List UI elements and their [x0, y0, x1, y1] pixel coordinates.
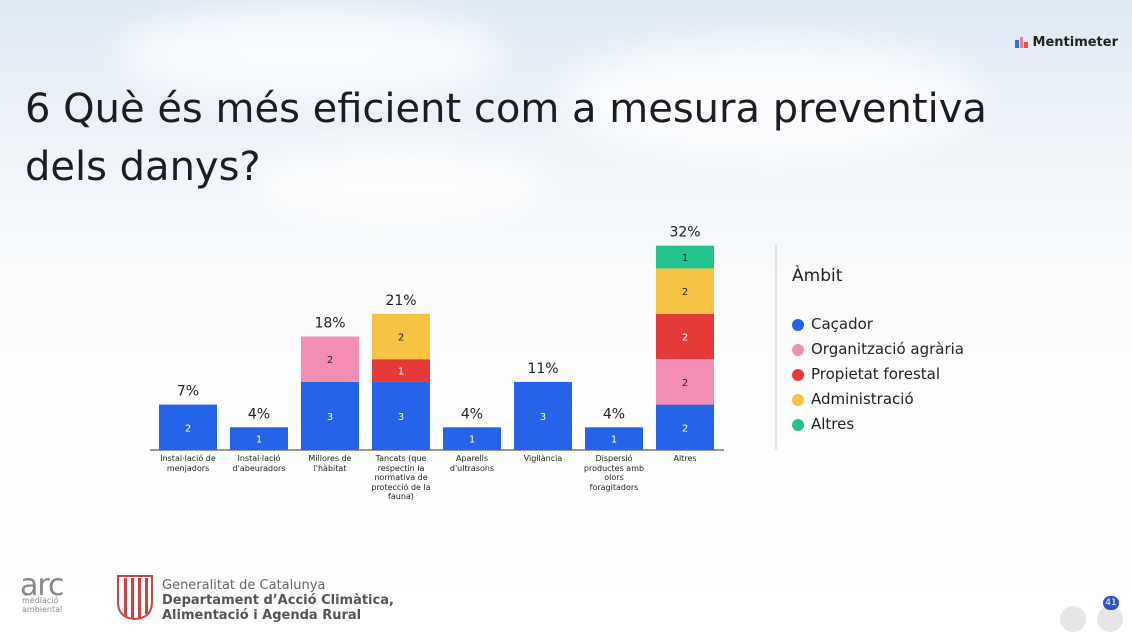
- segment-label: 1: [398, 367, 404, 378]
- segment-label: 2: [682, 287, 688, 298]
- like-button[interactable]: [1060, 606, 1086, 632]
- x-tick-label: Instal·lació d'abeuradors: [228, 454, 290, 473]
- legend-title: Àmbit: [792, 266, 842, 286]
- org-text: Generalitat de Catalunya Departament d’A…: [162, 578, 462, 623]
- legend-marker: [792, 369, 804, 381]
- total-label: 21%: [385, 293, 416, 309]
- total-label: 32%: [669, 225, 700, 241]
- legend-marker: [792, 394, 804, 406]
- total-label: 11%: [527, 361, 558, 377]
- x-tick-label: Dispersió productes amb olors foragitado…: [583, 454, 645, 492]
- x-tick-label: Altres: [654, 454, 716, 464]
- segment-label: 3: [327, 412, 333, 423]
- segment-label: 2: [682, 378, 688, 389]
- segment-label: 1: [682, 253, 688, 264]
- x-tick-label: Tancats (que respectin la normativa de p…: [370, 454, 432, 502]
- total-label: 7%: [177, 384, 199, 400]
- segment-label: 1: [256, 435, 262, 446]
- legend-marker: [792, 344, 804, 356]
- legend-label: Propietat forestal: [811, 365, 940, 383]
- x-tick-label: Aparells d'ultrasons: [441, 454, 503, 473]
- org-line: Departament d’Acció Climàtica,: [162, 593, 462, 608]
- total-label: 4%: [603, 406, 625, 422]
- legend-label: Altres: [811, 415, 854, 433]
- total-label: 18%: [314, 316, 345, 332]
- legend-label: Administració: [811, 390, 914, 408]
- legend-label: Caçador: [811, 315, 873, 333]
- segment-label: 2: [398, 333, 404, 344]
- total-label: 4%: [461, 406, 483, 422]
- segment-label: 3: [540, 412, 546, 423]
- segment-label: 1: [611, 435, 617, 446]
- org-line: Alimentació i Agenda Rural: [162, 608, 462, 623]
- org-line: Generalitat de Catalunya: [162, 578, 462, 593]
- logo-subtitle-line: ambiental: [22, 605, 62, 614]
- logo-subtitle: mediació ambiental: [22, 596, 62, 614]
- segment-label: 1: [469, 435, 475, 446]
- slide: Mentimeter 6 Què és més eficient com a m…: [0, 0, 1132, 641]
- segment-label: 2: [682, 333, 688, 344]
- coat-of-arms: [116, 574, 154, 620]
- legend-label: Organització agrària: [811, 340, 964, 358]
- chart: 2 7% 1 4% 3 2 18% 3 1 2 21% 1 4% 3 11% 1 4% 2 2 2 2 1 32%: [0, 0, 1132, 641]
- segment-label: 3: [398, 412, 404, 423]
- logo-subtitle-line: mediació: [22, 596, 62, 605]
- x-tick-label: Instal·lació de menjadors: [157, 454, 219, 473]
- x-tick-label: Vigilància: [512, 454, 574, 464]
- x-tick-label: Millores de l'hàbitat: [299, 454, 361, 473]
- segment-label: 2: [682, 423, 688, 434]
- legend-marker: [792, 319, 804, 331]
- legend-marker: [792, 419, 804, 431]
- segment-label: 2: [327, 355, 333, 366]
- participants-badge: 41: [1103, 596, 1119, 610]
- segment-label: 2: [185, 423, 191, 434]
- total-label: 4%: [248, 406, 270, 422]
